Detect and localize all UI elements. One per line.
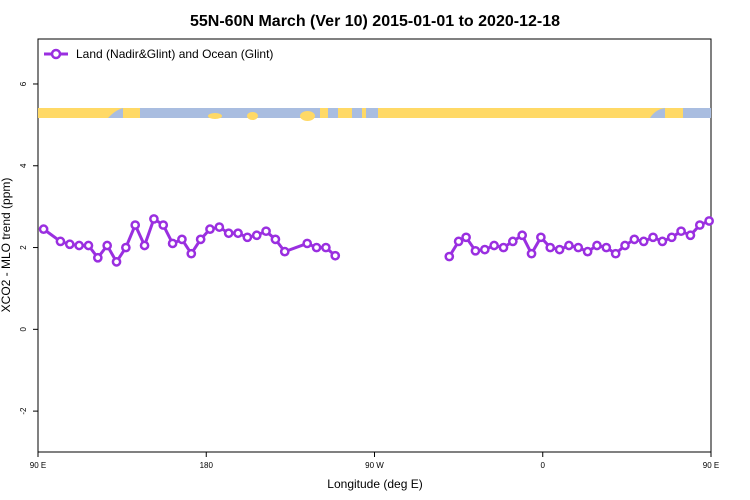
data-point: [638, 236, 649, 247]
y-tick-label: 4: [19, 163, 28, 168]
data-point: [479, 244, 490, 255]
data-point: [601, 242, 612, 253]
data-point: [489, 240, 499, 251]
series-group: [38, 214, 714, 267]
map-band-land: [338, 114, 352, 118]
y-tick-label: 2: [19, 245, 28, 250]
data-point: [498, 242, 509, 253]
data-point: [242, 232, 253, 243]
data-point: [321, 242, 331, 253]
chart-title: 55N-60N March (Ver 10) 2015-01-01 to 202…: [190, 13, 560, 30]
data-point: [629, 234, 640, 245]
data-point: [92, 252, 103, 263]
data-point: [38, 224, 49, 234]
map-band-ocean: [366, 108, 378, 118]
y-tick-label: 0: [19, 327, 28, 332]
data-point: [545, 242, 556, 253]
map-band-land: [208, 113, 222, 119]
data-point: [573, 242, 584, 253]
data-point: [517, 230, 528, 241]
data-point: [261, 226, 271, 237]
data-point: [158, 220, 169, 230]
x-tick-label: 90 E: [703, 461, 719, 470]
data-point: [139, 240, 150, 251]
data-point: [694, 220, 705, 230]
data-point: [685, 230, 696, 241]
data-point: [195, 234, 206, 245]
data-point: [83, 240, 94, 251]
y-tick-label: -2: [19, 407, 28, 415]
data-point: [582, 246, 593, 257]
data-point: [102, 240, 113, 251]
data-point: [564, 240, 574, 251]
legend-marker: [50, 48, 62, 60]
data-point: [554, 244, 565, 255]
data-point: [279, 246, 290, 257]
map-band-land: [300, 111, 315, 121]
map-band-ocean: [352, 108, 362, 118]
data-point: [676, 226, 686, 237]
y-axis-label: XCO2 - MLO trend (ppm): [0, 178, 13, 313]
data-point: [64, 239, 75, 250]
map-band-land: [247, 112, 258, 120]
map-band-ocean: [108, 108, 123, 118]
data-point: [461, 232, 471, 243]
data-point: [453, 236, 464, 247]
data-point: [214, 222, 225, 232]
legend: Land (Nadir&Glint) and Ocean (Glint): [44, 47, 273, 61]
x-tick-label: 90 E: [30, 461, 46, 470]
map-band: [38, 108, 711, 121]
map-band-ocean: [328, 108, 338, 118]
data-point: [536, 232, 546, 243]
data-point: [55, 236, 66, 247]
data-point: [666, 232, 677, 243]
x-tick-label: 0: [541, 461, 546, 470]
data-point: [648, 232, 658, 243]
map-band-ocean: [650, 108, 665, 118]
data-point: [186, 248, 197, 259]
x-axis-label: Longitude (deg E): [327, 477, 422, 491]
data-point: [507, 236, 518, 247]
data-point: [592, 240, 602, 251]
data-point: [620, 240, 630, 251]
data-point: [74, 240, 84, 251]
data-point: [223, 228, 234, 239]
data-point: [657, 236, 668, 247]
data-point: [526, 248, 537, 259]
data-point: [111, 257, 122, 267]
legend-label: Land (Nadir&Glint) and Ocean (Glint): [76, 47, 273, 61]
data-point: [444, 251, 455, 262]
data-point: [233, 228, 243, 239]
map-band-ocean: [683, 108, 711, 118]
data-point: [330, 250, 341, 261]
data-point: [270, 234, 281, 245]
data-point: [610, 248, 621, 259]
data-point: [302, 238, 313, 249]
data-point: [251, 230, 262, 241]
data-point: [167, 238, 178, 249]
data-point: [311, 242, 322, 253]
data-point: [205, 224, 215, 234]
map-band-ocean: [140, 108, 320, 118]
data-point: [470, 245, 481, 256]
x-axis: 90 E 180 90 W 0 90 E: [30, 452, 719, 470]
y-axis: -2 0 2 4 6: [19, 81, 38, 415]
x-tick-label: 180: [200, 461, 214, 470]
x-tick-label: 90 W: [365, 461, 384, 470]
data-point: [121, 242, 131, 253]
data-point: [130, 220, 141, 230]
data-point: [704, 216, 714, 226]
data-point: [149, 214, 159, 224]
y-tick-label: 6: [19, 81, 28, 86]
data-point: [177, 234, 187, 245]
